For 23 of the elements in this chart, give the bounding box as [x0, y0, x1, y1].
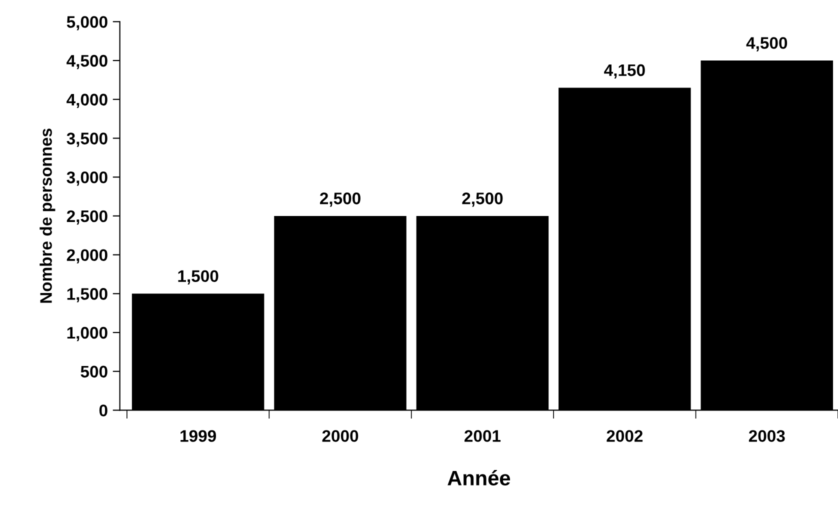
- data-label: 4,500: [746, 37, 788, 52]
- y-tick-label: 2,000: [66, 249, 108, 264]
- y-tick-label: 2,500: [66, 210, 108, 225]
- y-tick-label: 3,000: [66, 171, 108, 186]
- x-tick-label: 2002: [606, 430, 643, 442]
- x-tick-label: 2003: [748, 430, 785, 442]
- y-tick-label: 0: [99, 404, 108, 416]
- x-tick-label: 2000: [322, 430, 358, 442]
- y-tick-label: 3,500: [66, 132, 108, 147]
- y-tick-label: 4,000: [66, 94, 108, 108]
- x-tick-label: 2001: [464, 430, 501, 442]
- data-label: 2,500: [320, 192, 360, 207]
- x-axis-title: Année: [448, 470, 510, 486]
- data-label: 1,500: [178, 270, 218, 284]
- y-tick-label: 5,000: [66, 16, 108, 30]
- x-tick-label: 1999: [180, 430, 216, 442]
- data-label: 2,500: [462, 192, 503, 207]
- y-tick-label: 1,000: [67, 326, 108, 342]
- y-tick-label: 500: [80, 366, 108, 378]
- y-axis-title: Nombre de personnes: [40, 128, 56, 303]
- y-tick-label: 4,500: [66, 54, 108, 70]
- data-label: 4,150: [604, 64, 645, 79]
- y-tick-label: 1,500: [67, 288, 108, 302]
